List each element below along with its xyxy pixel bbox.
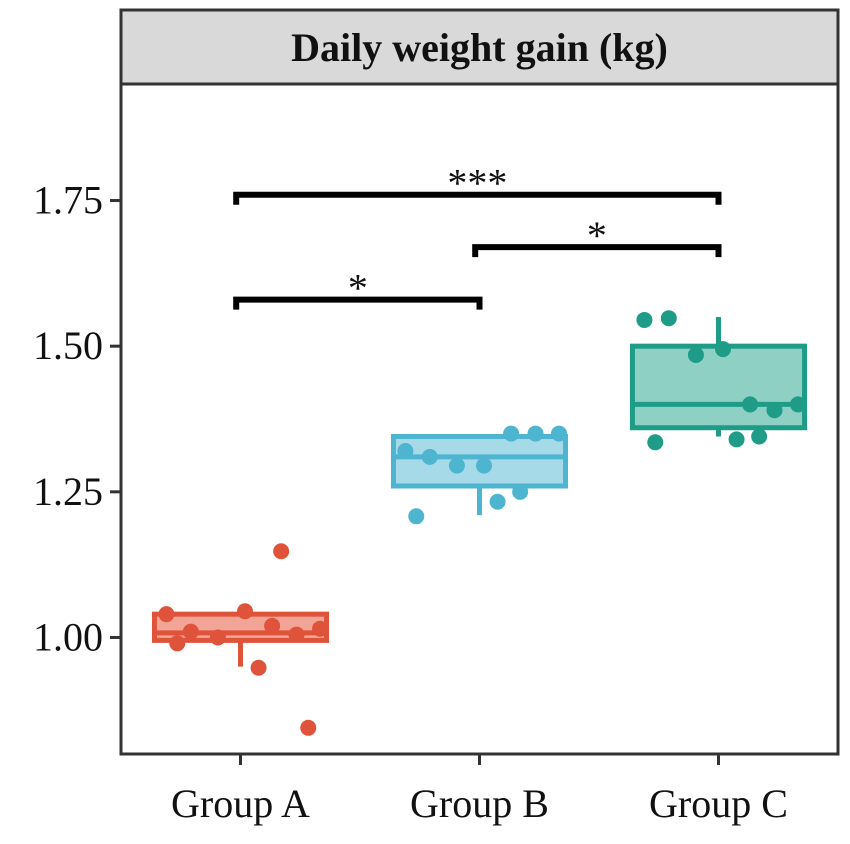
x-tick-label-group-b: Group B — [410, 781, 549, 826]
group-b-point — [421, 448, 438, 465]
group-c-point — [728, 431, 745, 448]
group-a-point — [273, 543, 290, 560]
chart-title: Daily weight gain (kg) — [291, 25, 668, 70]
y-axis: 1.00 1.25 1.50 1.75 — [33, 178, 121, 659]
group-c-point — [647, 434, 664, 451]
y-tick-label: 1.50 — [33, 323, 103, 368]
group-b-point — [527, 425, 544, 442]
x-axis: Group A Group B Group C — [171, 754, 788, 826]
group-b-point — [397, 443, 414, 460]
group-b-point — [551, 425, 568, 442]
group-a-point — [237, 603, 254, 620]
group-b-point — [512, 483, 529, 500]
group-a-point — [169, 635, 186, 652]
significance-label-b-c: * — [587, 213, 607, 258]
y-tick-label: 1.75 — [33, 178, 103, 223]
group-a-point — [312, 620, 329, 637]
group-c-point — [766, 402, 783, 419]
x-tick-label-group-c: Group C — [649, 781, 788, 826]
group-b-point — [448, 457, 465, 474]
group-a-point — [264, 617, 281, 634]
group-c-point — [660, 310, 677, 327]
group-a-point — [288, 626, 305, 643]
significance-bracket — [472, 244, 722, 258]
group-c-point — [742, 396, 759, 413]
group-c-point — [751, 428, 768, 445]
group-a-point — [182, 623, 199, 640]
significance-bracket — [233, 191, 722, 205]
group-a-point — [250, 659, 267, 676]
group-a-point — [209, 629, 226, 646]
significance-bracket — [233, 296, 483, 310]
significance-label-a-b: * — [348, 266, 368, 311]
y-tick-label: 1.00 — [33, 614, 103, 659]
y-tick-label: 1.25 — [33, 469, 103, 514]
group-c-point — [715, 341, 732, 358]
group-c-point — [687, 346, 704, 363]
group-c-point — [790, 396, 807, 413]
group-b-point — [489, 493, 506, 510]
x-tick-label-group-a: Group A — [171, 781, 310, 826]
group-b-point — [408, 508, 425, 525]
group-b-point — [476, 457, 493, 474]
group-a-point — [158, 606, 175, 623]
group-c-point — [636, 311, 653, 328]
group-b-point — [503, 425, 520, 442]
group-a-point — [300, 719, 317, 736]
strip-header — [119, 8, 840, 86]
significance-brackets: ***** — [233, 161, 722, 311]
points — [158, 310, 807, 736]
significance-label-a-c: *** — [447, 161, 507, 206]
